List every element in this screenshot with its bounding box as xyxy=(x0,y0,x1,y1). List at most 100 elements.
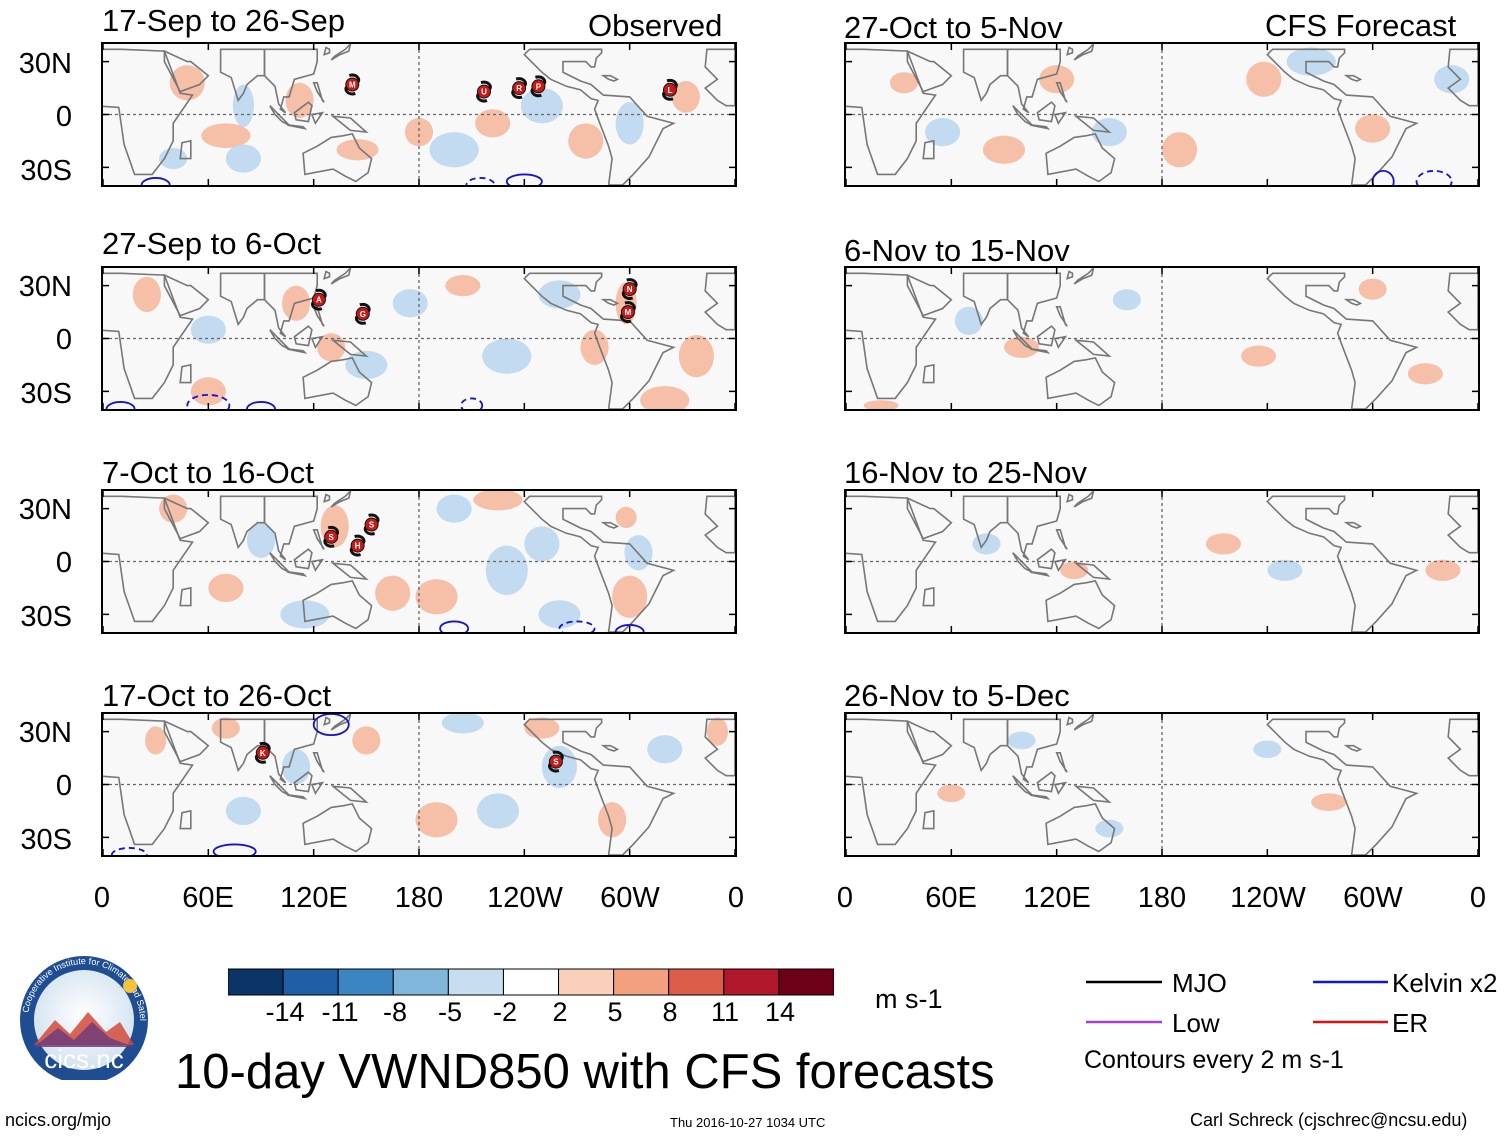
coastline xyxy=(703,272,735,331)
kelvin-contour xyxy=(186,394,231,409)
coastline xyxy=(1012,775,1033,796)
lon-label: 120E xyxy=(280,882,348,914)
positive-anomaly xyxy=(1358,278,1387,300)
panel-title-obs-1: 17-Sep to 26-Sep xyxy=(102,3,346,38)
storm-label: S xyxy=(369,521,375,530)
coastline xyxy=(1030,571,1051,577)
coastline xyxy=(293,548,313,570)
lat-label: 30N xyxy=(18,271,72,303)
coastline xyxy=(179,363,192,384)
panel-title-fcst-4: 26-Nov to 5-Dec xyxy=(844,678,1070,713)
positive-anomaly xyxy=(445,275,481,297)
coastline xyxy=(1030,348,1051,354)
negative-anomaly xyxy=(954,306,983,335)
coastline xyxy=(1073,44,1095,61)
coastline xyxy=(1446,272,1478,331)
positive-anomaly xyxy=(706,717,728,746)
negative-anomaly xyxy=(441,714,484,734)
kelvin-contour xyxy=(246,401,276,409)
negative-anomaly xyxy=(392,289,428,318)
negative-anomaly xyxy=(246,522,276,558)
negative-anomaly xyxy=(482,338,532,374)
positive-anomaly xyxy=(889,72,918,94)
coastline xyxy=(922,586,935,607)
storm-marker: H xyxy=(349,534,366,557)
lat-label: 0 xyxy=(55,324,72,356)
kelvin-contour xyxy=(558,620,596,632)
coastline xyxy=(1066,270,1074,280)
colorbar-tick-label: 14 xyxy=(764,997,796,1027)
storm-dot xyxy=(350,538,365,553)
legend-lines xyxy=(1086,980,1388,1024)
positive-anomaly xyxy=(1060,561,1089,580)
map-panel-fcst-1 xyxy=(844,42,1480,187)
storm-marker: N xyxy=(621,278,638,300)
positive-anomaly xyxy=(336,139,379,161)
positive-anomaly xyxy=(982,135,1026,164)
lat-label: 30S xyxy=(20,824,72,856)
coastline xyxy=(103,272,194,400)
legend-label-er: ER xyxy=(1392,1008,1429,1038)
coastline xyxy=(906,719,953,763)
coastline xyxy=(323,46,331,56)
coastline xyxy=(1073,268,1095,285)
coastline xyxy=(1446,48,1478,107)
positive-anomaly xyxy=(524,717,560,739)
footer-url: ncics.org/mjo xyxy=(5,1110,112,1130)
negative-anomaly xyxy=(1434,65,1470,94)
colorbar-units: m s-1 xyxy=(875,984,943,1014)
lat-label: 30N xyxy=(18,494,72,526)
coastline xyxy=(323,270,331,280)
kelvin-contour xyxy=(505,173,543,185)
coastline xyxy=(219,48,266,103)
positive-anomaly xyxy=(1246,61,1282,97)
positive-anomaly xyxy=(285,82,314,119)
map-svg: MU R P L xyxy=(103,44,735,185)
footer-timestamp: Thu 2016-10-27 1034 UTC xyxy=(670,1115,826,1130)
colorbar-swatch xyxy=(502,968,560,996)
coastline xyxy=(219,495,266,550)
coastline xyxy=(1036,771,1056,793)
storm-marker: M xyxy=(344,73,361,96)
panel-title-fcst-2: 6-Nov to 15-Nov xyxy=(844,233,1070,268)
kelvin-contour xyxy=(465,177,496,185)
coastline xyxy=(1073,785,1112,804)
storm-marker: P xyxy=(530,75,547,98)
colorbar-swatch xyxy=(778,968,834,996)
storm-marker: A xyxy=(311,288,327,311)
positive-anomaly xyxy=(1241,345,1277,367)
coastline xyxy=(330,562,369,581)
coastline xyxy=(293,325,313,347)
coastline xyxy=(703,48,735,107)
positive-anomaly xyxy=(568,123,604,159)
coastline xyxy=(269,552,290,573)
coastline xyxy=(962,718,1009,773)
storm-dot xyxy=(512,81,527,96)
negative-anomaly xyxy=(538,280,581,309)
coastline xyxy=(523,48,676,185)
lon-label: 60W xyxy=(1343,882,1403,914)
colorbar-swatch xyxy=(282,968,339,996)
coastline xyxy=(1045,132,1116,183)
coastline xyxy=(1266,272,1419,409)
positive-anomaly xyxy=(671,81,700,113)
map-panel-obs-3: S S H xyxy=(101,489,737,634)
coastline xyxy=(1045,579,1116,630)
storm-label: M xyxy=(349,81,356,90)
coastline xyxy=(312,529,325,550)
legend-label-mjo: MJO xyxy=(1172,968,1227,998)
colorbar-swatch xyxy=(337,968,394,996)
colorbar-tick-label: -5 xyxy=(437,997,463,1027)
coastline xyxy=(1006,495,1061,561)
coastline xyxy=(1036,325,1056,347)
negative-anomaly xyxy=(345,350,388,380)
storm-marker: K xyxy=(254,741,271,764)
positive-anomaly xyxy=(1004,336,1040,358)
negative-anomaly xyxy=(538,600,581,629)
lon-label: 60W xyxy=(600,882,660,914)
negative-anomaly xyxy=(1112,289,1141,311)
negative-anomaly xyxy=(476,793,520,829)
coastline xyxy=(310,111,325,126)
positive-anomaly xyxy=(201,123,251,148)
panel-title-obs-4: 17-Oct to 26-Oct xyxy=(102,678,332,713)
